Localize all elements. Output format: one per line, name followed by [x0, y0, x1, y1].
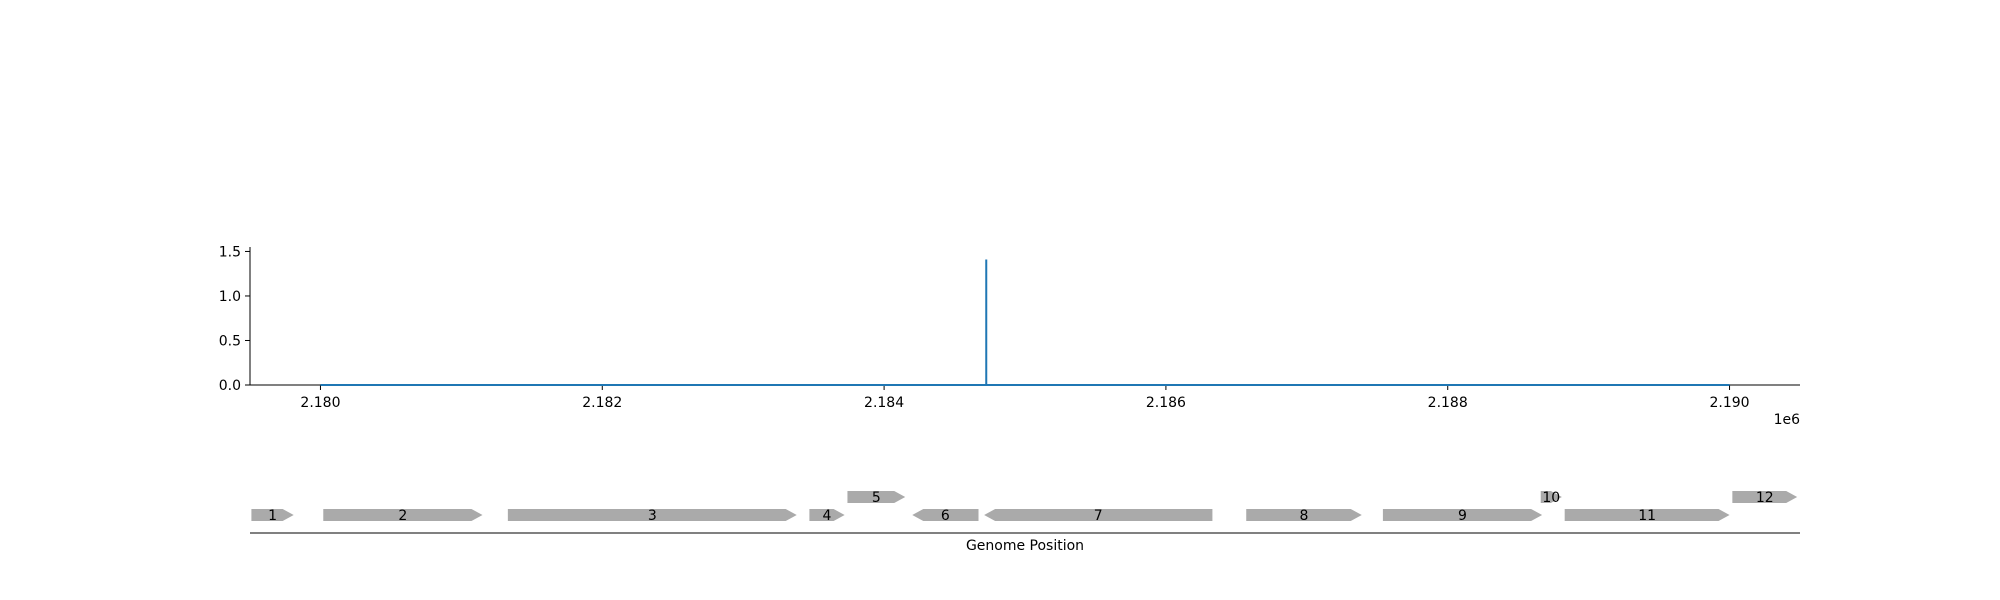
gene-1-arrow: [251, 509, 294, 521]
series-line: [320, 259, 1730, 386]
gene-label: 3: [648, 508, 657, 524]
gene-4-arrow: [809, 509, 845, 521]
gene-5-arrow: [847, 491, 906, 503]
gene-label: 2: [398, 508, 407, 524]
gene-7-arrow: [984, 509, 1213, 521]
gene-label: 4: [823, 508, 832, 524]
x-tick-label: 2.184: [864, 395, 904, 411]
y-tick-label: 1.0: [219, 289, 241, 305]
gene-2-arrow: [323, 509, 483, 521]
gene-6-arrow: [912, 509, 979, 521]
gene-label: 6: [941, 508, 950, 524]
gene-label: 5: [872, 490, 881, 506]
series-layer: [320, 259, 1730, 386]
gene-label: 9: [1458, 508, 1467, 524]
gene-label: 7: [1094, 508, 1103, 524]
gene-label: 10: [1542, 490, 1560, 506]
y-tick-label: 0.0: [219, 378, 241, 394]
y-tick-label: 0.5: [219, 333, 241, 349]
y-axis-ticks: 0.0 0.5 1.0 1.5: [219, 244, 250, 394]
gene-9-arrow: [1382, 509, 1543, 521]
gene-10-arrow: [1540, 491, 1562, 503]
gene-12-arrow: [1732, 491, 1798, 503]
gene-8-arrow: [1246, 509, 1362, 521]
gene-label: 8: [1300, 508, 1309, 524]
x-axis-ticks: 2.180 2.182 2.184 2.186 2.188 2.190: [300, 385, 1750, 411]
x-tick-label: 2.190: [1709, 395, 1749, 411]
gene-label: 1: [268, 508, 277, 524]
x-tick-label: 2.182: [582, 395, 622, 411]
x-tick-label: 2.188: [1428, 395, 1468, 411]
x-tick-label: 2.186: [1146, 395, 1186, 411]
x-axis-offset-label: 1e6: [1774, 412, 1801, 428]
signal-plot: 0.00.51.01.5 2.180 2.182 2.184 2.186 2.188 2.…: [219, 244, 1800, 428]
gene-label: 11: [1638, 508, 1656, 524]
gene-11-arrow: [1564, 509, 1730, 521]
y-tick-label: 1.5: [219, 244, 241, 260]
x-tick-label: 2.180: [300, 395, 340, 411]
x-axis-title: Genome Position: [966, 538, 1084, 554]
gene-3-arrow: [507, 509, 797, 521]
gene-label: 12: [1756, 490, 1774, 506]
